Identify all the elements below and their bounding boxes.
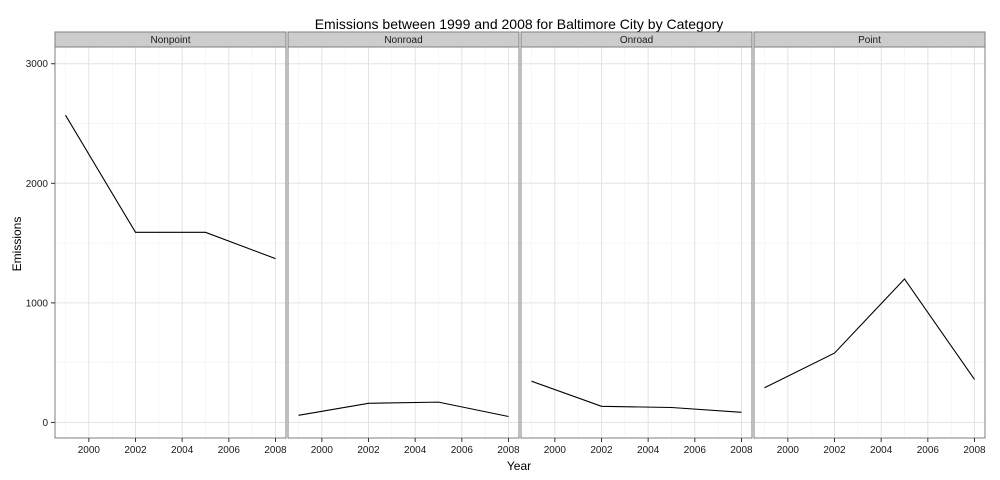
x-tick-label: 2008 xyxy=(963,445,986,456)
y-tick-label: 3000 xyxy=(26,59,49,70)
x-tick-label: 2000 xyxy=(78,445,101,456)
facet-point: Point 2000 2002 2004 2006 2008 xyxy=(753,31,986,456)
x-tick-label: 2006 xyxy=(917,445,940,456)
facet-strip-label: Point xyxy=(858,35,881,46)
x-tick-label: 2004 xyxy=(404,445,427,456)
x-tick-label: 2002 xyxy=(823,445,846,456)
x-tick-label: 2002 xyxy=(124,445,147,456)
facet-panel-border xyxy=(520,46,753,439)
x-tick-label: 2000 xyxy=(544,445,567,456)
x-tick-label: 2004 xyxy=(171,445,194,456)
x-tick-label: 2006 xyxy=(218,445,241,456)
facet-strip-label: Nonpoint xyxy=(150,35,190,46)
x-tick-label: 2002 xyxy=(357,445,380,456)
x-tick-label: 2008 xyxy=(264,445,287,456)
series-line-onroad xyxy=(531,380,742,413)
x-tick-label: 2008 xyxy=(730,445,753,456)
chart-title: Emissions between 1999 and 2008 for Balt… xyxy=(315,16,724,32)
y-axis-title: Emissions xyxy=(10,217,24,272)
x-tick-label: 2006 xyxy=(684,445,707,456)
series-line-nonpoint xyxy=(65,114,276,260)
facet-panel-background xyxy=(753,46,986,439)
y-tick-label: 2000 xyxy=(26,179,49,190)
series-line-nonroad xyxy=(298,401,509,418)
x-tick-label: 2008 xyxy=(497,445,520,456)
x-axis-title: Year xyxy=(507,459,531,473)
x-tick-label: 2004 xyxy=(637,445,660,456)
x-tick-label: 2000 xyxy=(777,445,800,456)
facet-panel-border xyxy=(753,46,986,439)
y-tick-label: 0 xyxy=(42,418,48,429)
facet-strip-label: Onroad xyxy=(620,35,653,46)
y-axis: 0 1000 2000 3000 xyxy=(26,59,55,429)
facet-panel-background xyxy=(54,46,287,439)
y-tick-label: 1000 xyxy=(26,298,49,309)
x-tick-label: 2002 xyxy=(590,445,613,456)
facet-nonroad: Nonroad 2000 2002 2004 2006 2008 xyxy=(287,31,520,456)
facet-panel-background xyxy=(287,46,520,439)
x-tick-label: 2006 xyxy=(451,445,474,456)
facet-nonpoint: Nonpoint 2000 2002 2004 2006 2008 xyxy=(54,31,287,456)
facet-panel-border xyxy=(54,46,287,439)
facet-panel-border xyxy=(287,46,520,439)
facet-panels: Nonpoint 2000 2002 2004 2006 2008 Nonroad 2000 2… xyxy=(54,31,986,456)
x-tick-label: 2000 xyxy=(311,445,334,456)
facet-onroad: Onroad 2000 2002 2004 2006 2008 xyxy=(520,31,753,456)
x-tick-label: 2004 xyxy=(870,445,893,456)
facet-panel-background xyxy=(520,46,753,439)
series-line-point xyxy=(764,278,975,389)
facet-strip-label: Nonroad xyxy=(384,35,422,46)
